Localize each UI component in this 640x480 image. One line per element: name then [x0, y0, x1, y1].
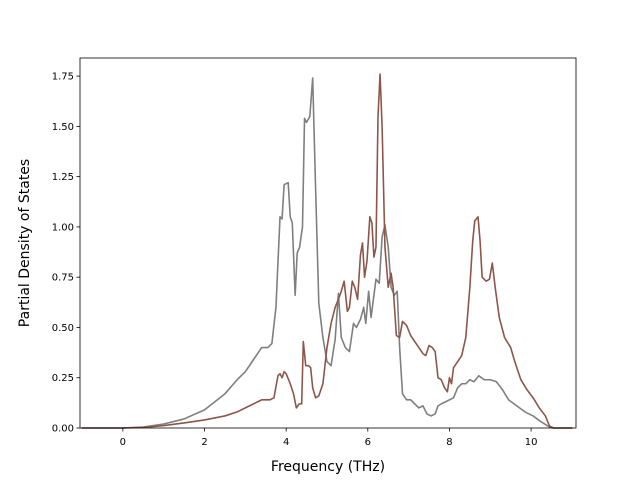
x-tick-label: 0	[120, 437, 126, 448]
y-axis-ticks: 0.00 0.25 0.50 0.75 1.00 1.25 1.50 1.75	[52, 72, 80, 435]
x-tick-label: 8	[446, 437, 452, 448]
series-layer	[81, 73, 573, 429]
y-tick-label: 0.75	[52, 273, 74, 284]
x-tick-label: 6	[365, 437, 371, 448]
x-tick-label: 2	[201, 437, 207, 448]
y-tick-label: 1.75	[52, 72, 74, 83]
plot-frame	[79, 57, 577, 429]
x-tick-label: 4	[283, 437, 289, 448]
y-tick-label: 1.25	[52, 172, 74, 183]
y-tick-label: 0.00	[52, 424, 74, 435]
y-tick-label: 1.00	[52, 222, 74, 233]
y-tick-label: 1.50	[52, 122, 74, 133]
series-line-2	[81, 73, 573, 429]
y-tick-label: 0.50	[52, 323, 74, 334]
x-axis-ticks: 0 2 4 6 8 10	[120, 428, 538, 448]
y-tick-label: 0.25	[52, 373, 74, 384]
y-axis-label: Partial Density of States	[17, 159, 33, 327]
x-tick-label: 10	[525, 437, 538, 448]
x-axis-label: Frequency (THz)	[271, 459, 385, 475]
series-line-1	[81, 77, 573, 429]
